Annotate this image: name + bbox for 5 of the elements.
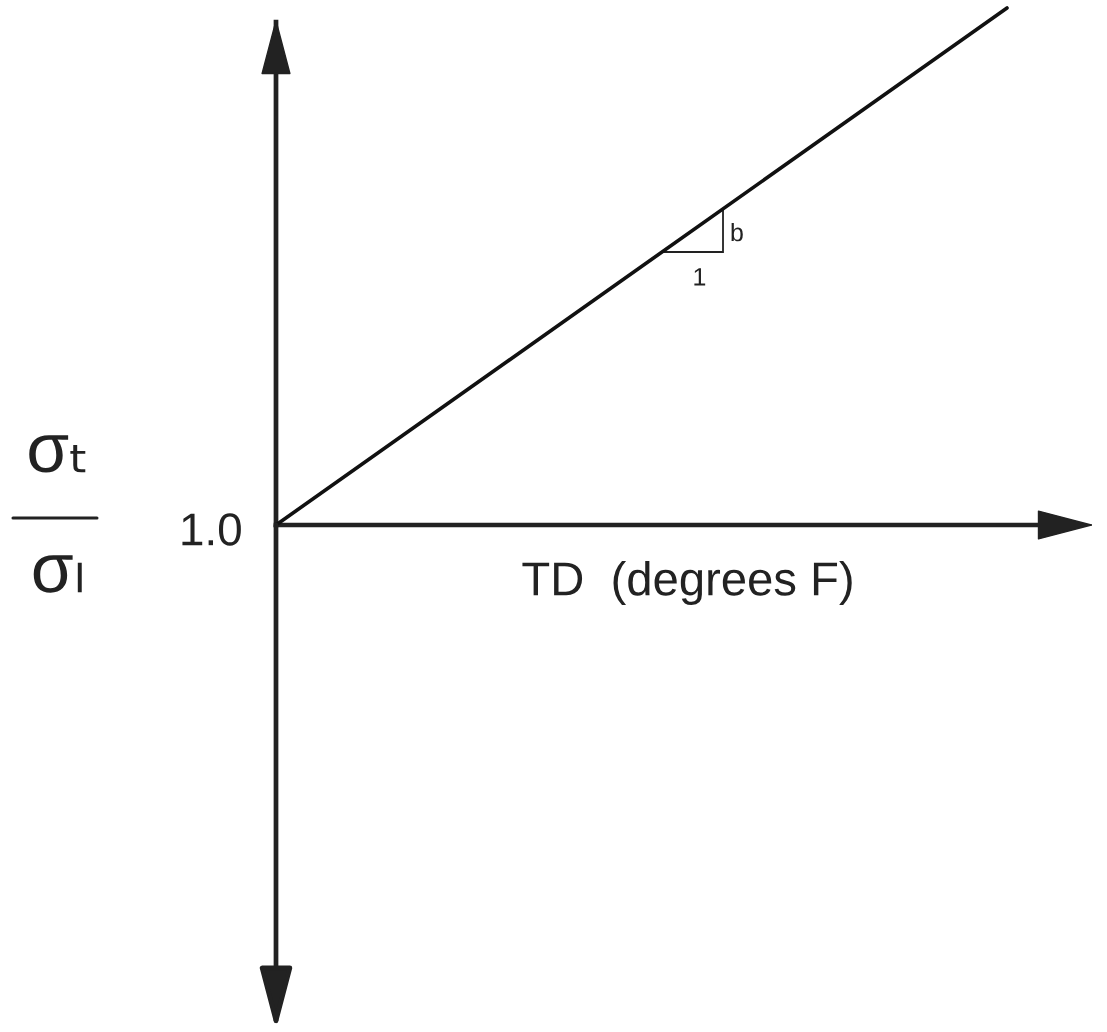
annotation: b bbox=[731, 222, 743, 242]
x-axis-title: TD (degrees F) bbox=[522, 560, 852, 606]
annotation: 1.0 bbox=[182, 513, 241, 546]
annotation: 1 bbox=[694, 268, 706, 286]
y-axis-title: σₜ σₗ bbox=[29, 435, 86, 593]
